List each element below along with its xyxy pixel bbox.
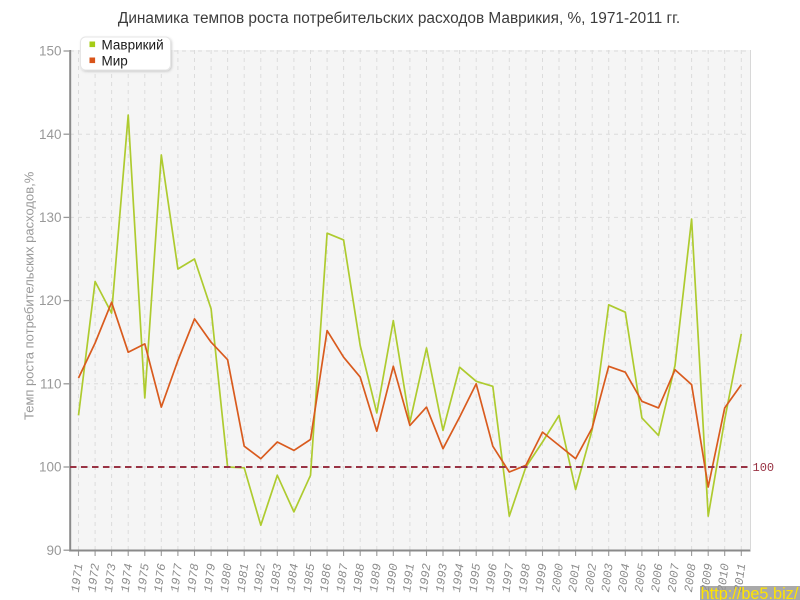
svg-text:1989: 1989 (367, 563, 385, 593)
svg-text:140: 140 (39, 127, 62, 142)
svg-text:2001: 2001 (566, 563, 584, 593)
svg-text:100: 100 (39, 460, 62, 475)
svg-text:Маврикий: Маврикий (102, 37, 164, 52)
svg-text:150: 150 (39, 44, 62, 59)
svg-text:1984: 1984 (284, 563, 302, 593)
svg-text:1973: 1973 (102, 563, 120, 593)
svg-text:1977: 1977 (168, 562, 186, 593)
svg-text:1987: 1987 (334, 562, 352, 593)
svg-text:1999: 1999 (533, 563, 551, 593)
svg-text:2004: 2004 (616, 563, 634, 593)
svg-text:2006: 2006 (649, 563, 667, 593)
svg-text:120: 120 (39, 293, 62, 308)
svg-text:1975: 1975 (135, 563, 153, 593)
svg-text:1974: 1974 (119, 563, 137, 593)
svg-text:110: 110 (40, 376, 62, 391)
svg-text:130: 130 (39, 210, 62, 225)
svg-text:1976: 1976 (152, 563, 170, 593)
svg-text:2009: 2009 (699, 563, 717, 593)
svg-text:1992: 1992 (417, 563, 435, 593)
svg-text:1995: 1995 (467, 563, 485, 593)
svg-text:1994: 1994 (450, 563, 468, 593)
svg-text:2011: 2011 (732, 563, 750, 593)
svg-text:2008: 2008 (682, 563, 700, 593)
svg-text:1985: 1985 (301, 563, 319, 593)
svg-text:2000: 2000 (549, 563, 567, 593)
svg-text:Мир: Мир (102, 53, 128, 68)
svg-text:1981: 1981 (235, 563, 253, 593)
svg-text:1982: 1982 (251, 563, 269, 593)
svg-text:1991: 1991 (400, 563, 418, 593)
svg-text:1988: 1988 (351, 563, 369, 593)
svg-text:2007: 2007 (665, 562, 683, 593)
svg-text:Темп роста потребительских рас: Темп роста потребительских расходов,% (22, 171, 37, 420)
svg-text:2010: 2010 (715, 563, 733, 593)
svg-text:1997: 1997 (500, 562, 518, 593)
svg-text:1990: 1990 (384, 563, 402, 593)
svg-text:2003: 2003 (599, 563, 617, 593)
svg-text:90: 90 (46, 543, 61, 558)
svg-text:1993: 1993 (433, 563, 451, 593)
svg-text:1996: 1996 (483, 563, 501, 593)
svg-text:1971: 1971 (69, 563, 87, 593)
svg-text:1983: 1983 (268, 563, 286, 593)
svg-text:1972: 1972 (85, 563, 103, 593)
svg-text:1986: 1986 (317, 563, 335, 593)
svg-text:2002: 2002 (583, 563, 601, 593)
svg-text:1980: 1980 (218, 563, 236, 593)
svg-text:100: 100 (753, 461, 775, 475)
svg-text:1979: 1979 (201, 563, 219, 593)
svg-text:1978: 1978 (185, 563, 203, 593)
svg-text:1998: 1998 (516, 563, 534, 593)
svg-text:2005: 2005 (632, 563, 650, 593)
